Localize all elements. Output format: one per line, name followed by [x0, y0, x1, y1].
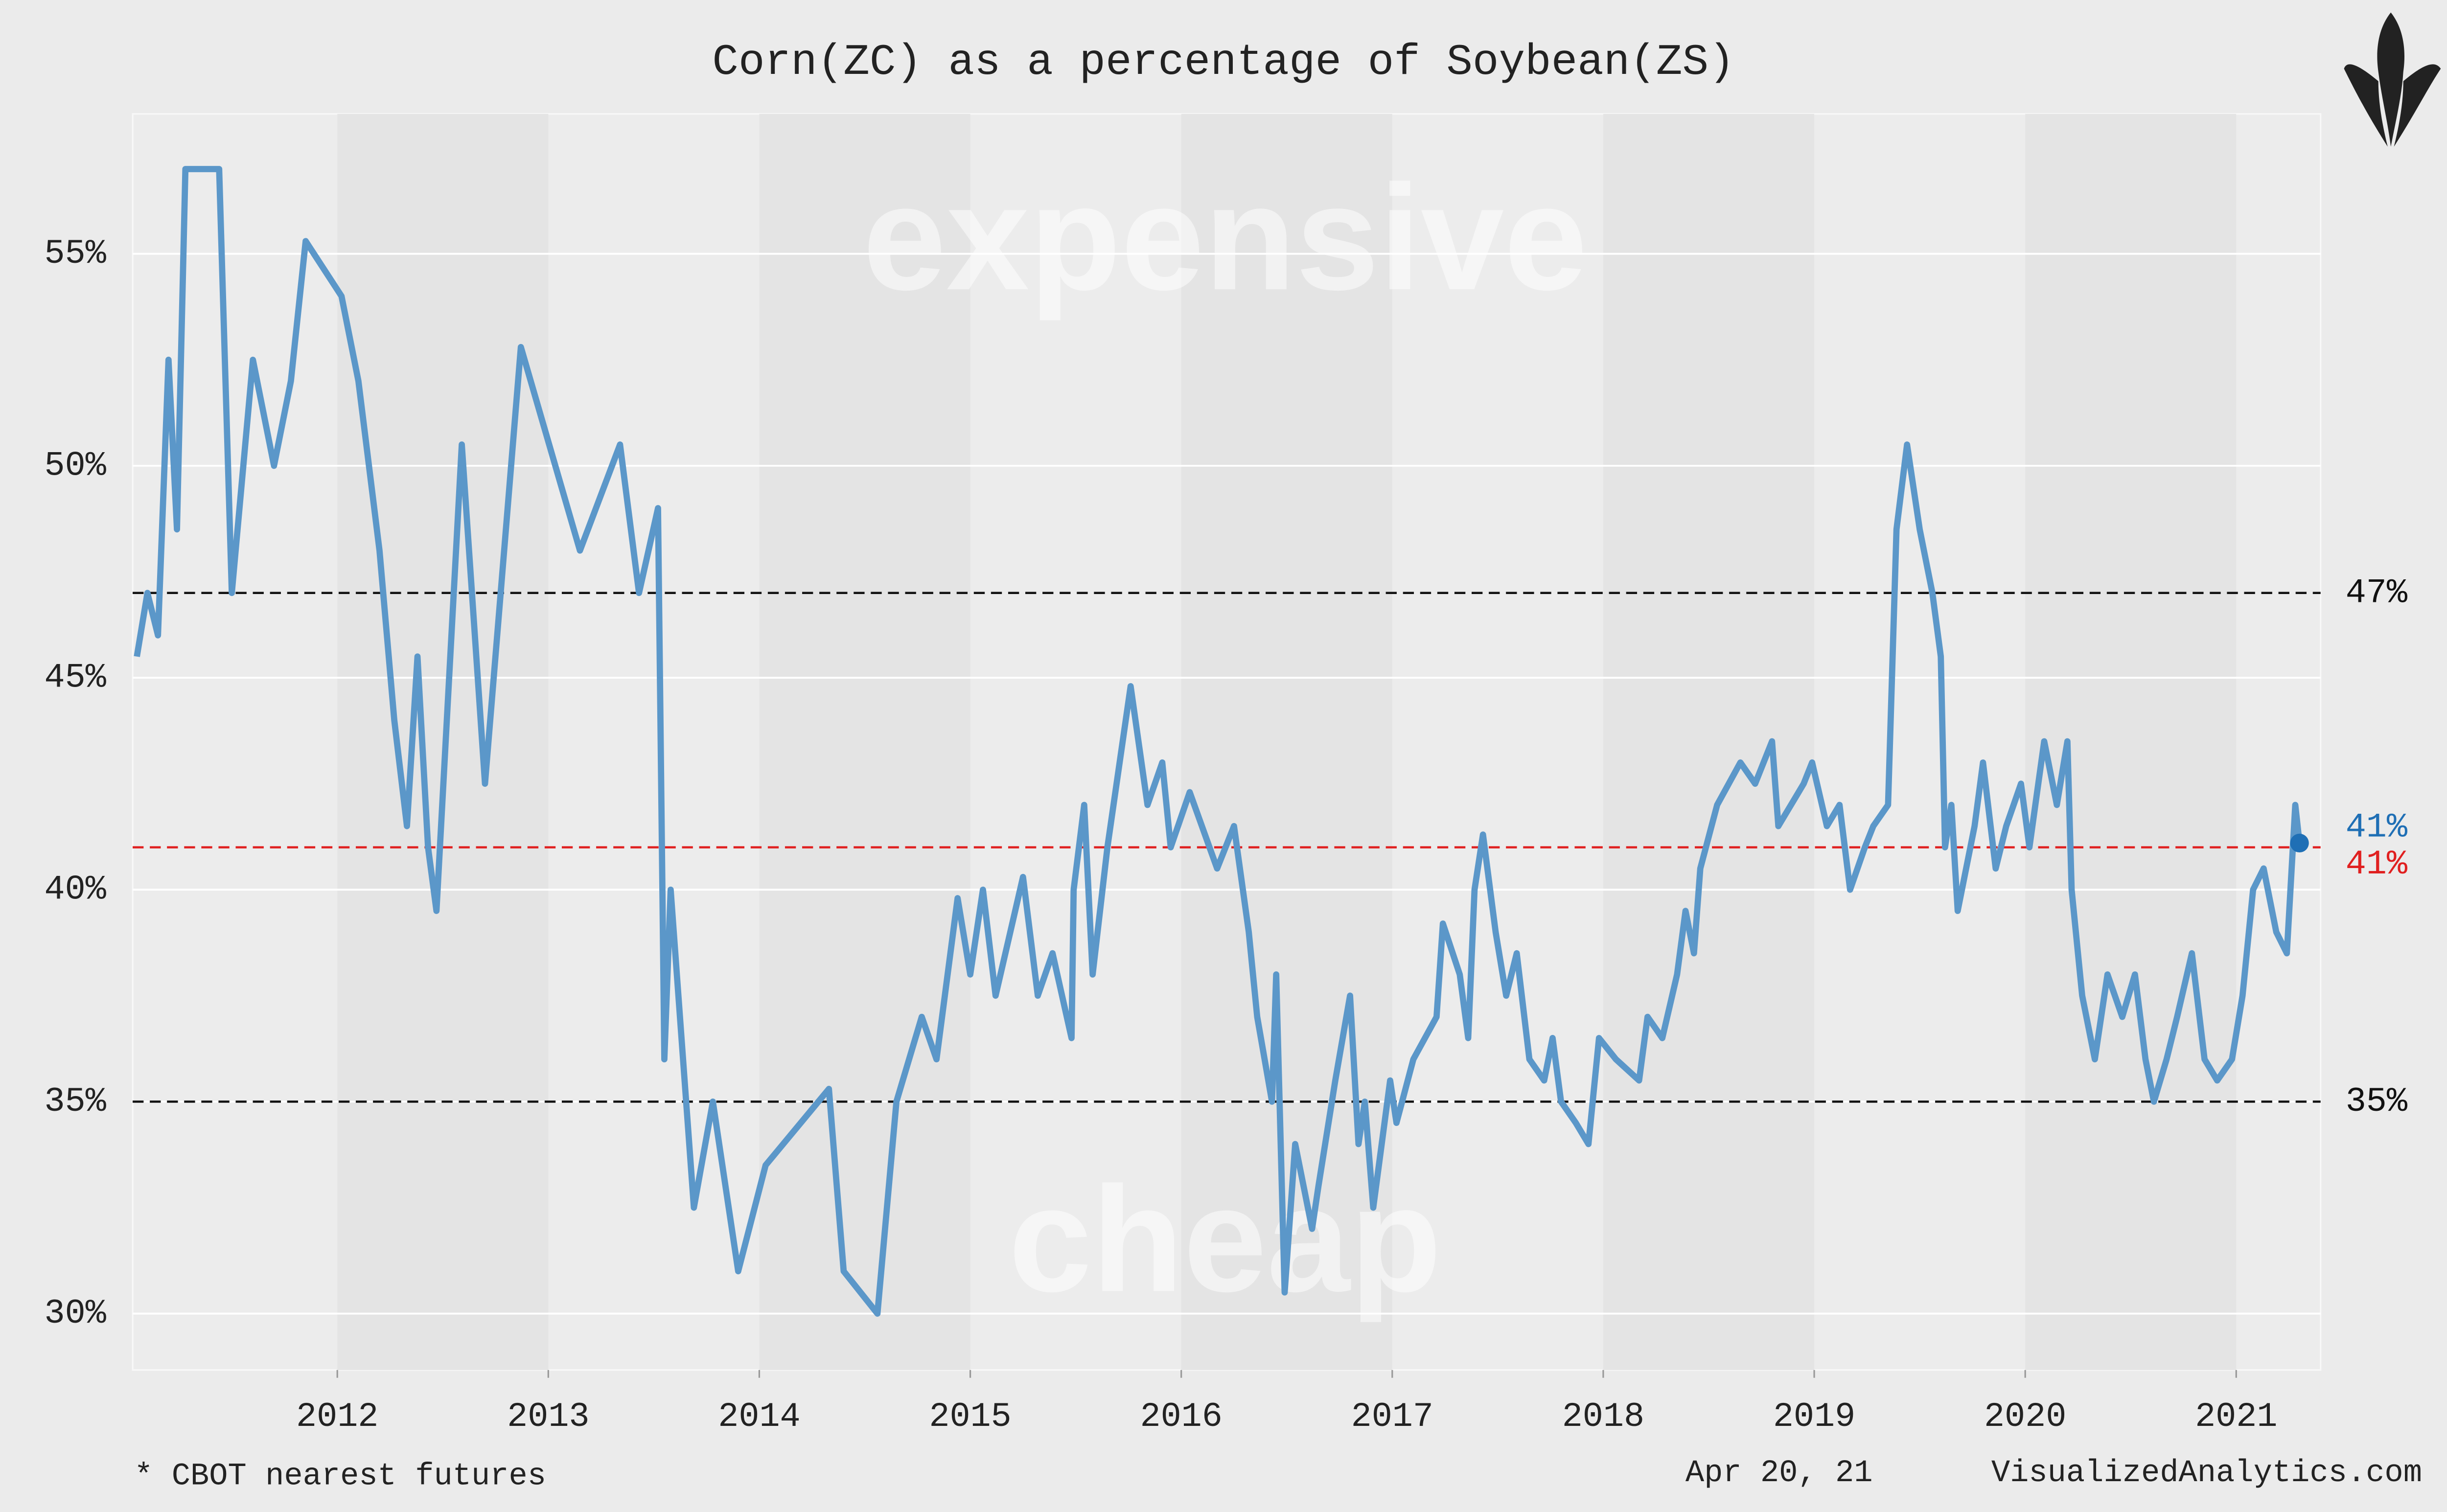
y-tick-label: 40%: [45, 871, 107, 910]
x-tick-label: 2012: [296, 1398, 378, 1437]
footnote: * CBOT nearest futures: [134, 1459, 546, 1494]
y-tick-label: 35%: [45, 1083, 107, 1122]
last-point: [2290, 833, 2309, 853]
last-value-label: 41%: [2346, 809, 2408, 848]
annotation-expensive: expensive: [863, 154, 1588, 322]
year-band: [759, 114, 970, 1370]
y-tick-label: 30%: [45, 1295, 107, 1333]
date: Apr 20, 21: [1685, 1456, 1873, 1491]
x-tick-label: 2021: [2195, 1398, 2277, 1437]
year-band: [2025, 114, 2237, 1370]
marks: [134, 166, 2309, 1317]
logo: [2344, 12, 2441, 147]
y-tick-label: 50%: [45, 447, 107, 485]
reference-label: 35%: [2346, 1083, 2408, 1122]
x-tick-label: 2019: [1773, 1398, 1855, 1437]
source: VisualizedAnalytics.com: [1991, 1456, 2422, 1491]
x-tick-label: 2013: [507, 1398, 589, 1437]
series-line: [134, 166, 2303, 1317]
year-band: [1603, 114, 1815, 1370]
y-tick-label: 45%: [45, 659, 107, 698]
x-tick-label: 2020: [1984, 1398, 2066, 1437]
reference-label: 47%: [2346, 574, 2408, 613]
x-tick-label: 2017: [1351, 1398, 1433, 1437]
x-tick-label: 2015: [929, 1398, 1011, 1437]
reference-label: 41%: [2346, 846, 2408, 884]
year-band: [1181, 114, 1392, 1370]
x-tick-label: 2016: [1140, 1398, 1223, 1437]
chart-title: Corn(ZC) as a percentage of Soybean(ZS): [712, 38, 1734, 87]
year-bands: [337, 114, 2237, 1370]
x-tick-label: 2018: [1562, 1398, 1644, 1437]
x-tick-label: 2014: [718, 1398, 800, 1437]
y-tick-label: 55%: [45, 235, 107, 274]
